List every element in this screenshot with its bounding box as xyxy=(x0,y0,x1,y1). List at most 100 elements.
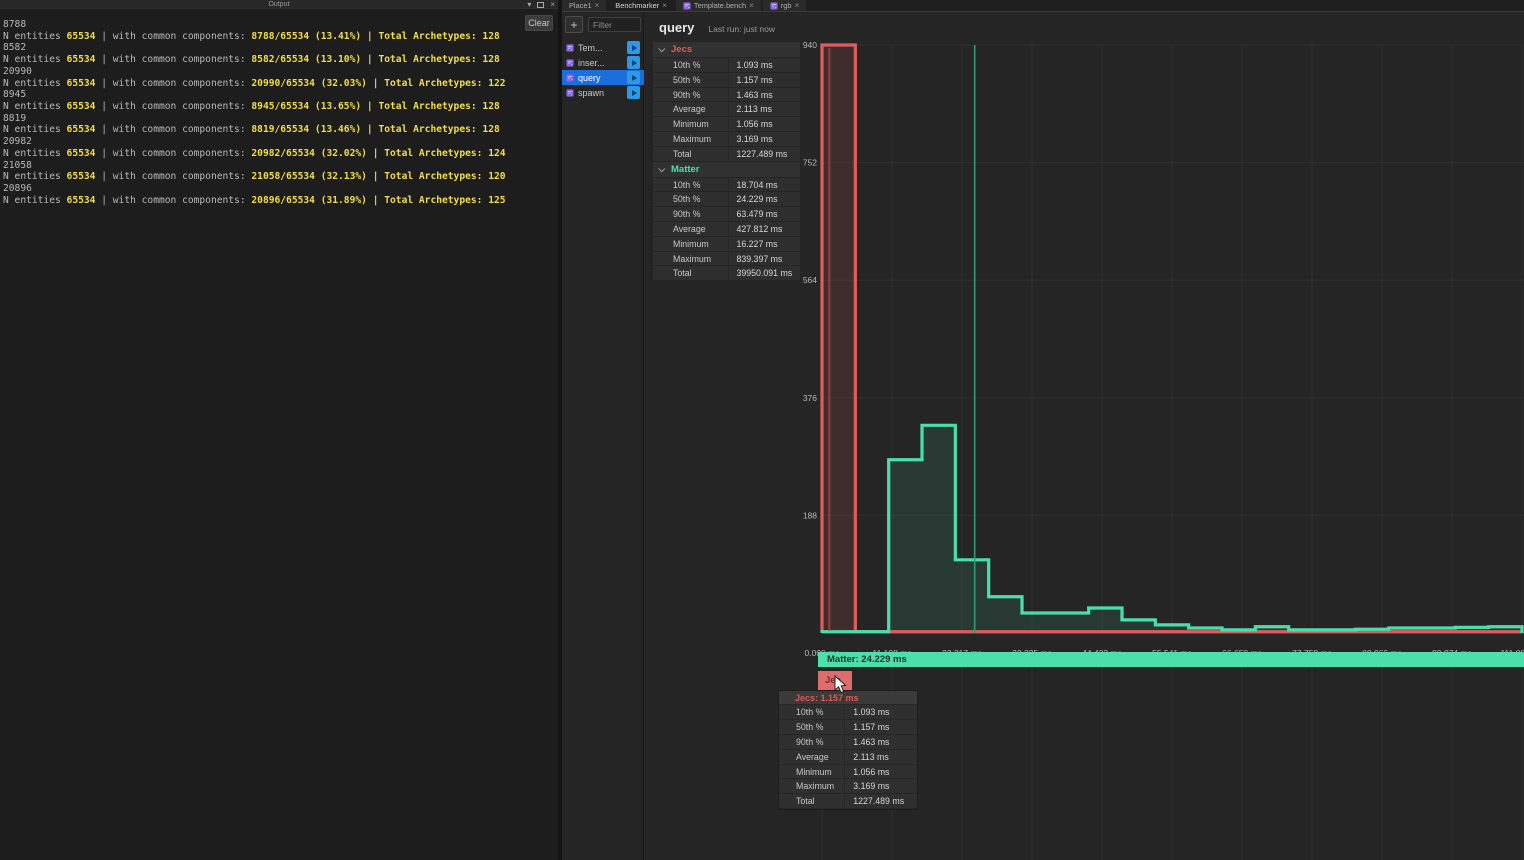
tab-label: Place1 xyxy=(569,1,592,10)
stats-row-value: 1.157 ms xyxy=(736,74,773,85)
output-console[interactable]: 8788 N entities 65534 | with common compo… xyxy=(0,9,558,207)
chevron-down-icon[interactable]: ▾ xyxy=(527,0,532,9)
log-text-segment: 20982/65534 (32.02%) xyxy=(251,147,367,159)
stats-row-label: 50th % xyxy=(653,192,730,207)
tooltip-row-value: 1.157 ms xyxy=(853,721,890,732)
log-text-segment: N entities xyxy=(3,101,67,113)
run-benchmark-button[interactable] xyxy=(627,71,640,84)
stats-section-header-matter[interactable]: Matter xyxy=(653,161,800,178)
log-text-segment: | with common components: xyxy=(95,147,252,159)
log-text-segment: | xyxy=(366,194,385,206)
benchmark-main: 0.000 ms11.108 ms22.217 ms33.325 ms44.43… xyxy=(644,12,1524,860)
stats-section-name: Jecs xyxy=(671,44,693,55)
stats-row-value: 839.397 ms xyxy=(736,253,783,264)
log-text-segment: Total Archetypes: 128 xyxy=(378,101,500,113)
stats-row-value: 1.093 ms xyxy=(736,60,773,70)
sidebar-item-inser[interactable]: inser... xyxy=(562,55,644,70)
stats-table: Jecs 10th % 1.093 ms 50th % 1.157 ms 90th % 1.… xyxy=(653,42,800,282)
stats-row: 10th % 1.093 ms xyxy=(653,58,800,73)
y-tick-label: 564 xyxy=(803,275,817,285)
log-text-segment: | with common components: xyxy=(95,77,252,89)
log-text-segment: Total Archetypes: 124 xyxy=(384,147,506,159)
tab-place1[interactable]: Place1 × xyxy=(562,0,607,11)
log-text-segment: | with common components: xyxy=(95,171,252,183)
tab-rgb[interactable]: rgb × xyxy=(762,0,807,11)
filter-input[interactable] xyxy=(588,17,641,32)
close-icon[interactable]: × xyxy=(550,0,555,9)
log-text-segment: 8819/65534 (13.46%) xyxy=(251,124,362,136)
stats-row-label: Total xyxy=(653,266,730,281)
stats-row-value: 1227.489 ms xyxy=(736,148,788,159)
sidebar-item-spawn[interactable]: spawn xyxy=(562,85,644,100)
benchmark-sidebar: + Tem... inser... query spawn xyxy=(562,12,644,860)
run-benchmark-button[interactable] xyxy=(627,41,640,54)
document-tabstrip: Place1 × Benchmarker × Template.bench × rgb × xyxy=(562,0,1524,12)
benchmark-list: Tem... inser... query spawn xyxy=(562,40,644,100)
benchmark-histogram-chart[interactable]: 0.000 ms11.108 ms22.217 ms33.325 ms44.43… xyxy=(644,12,1524,860)
stats-row-value: 2.113 ms xyxy=(736,104,772,115)
stats-row-value: 63.479 ms xyxy=(736,209,778,220)
stats-row-value: 3.169 ms xyxy=(736,133,773,144)
tab-close-icon[interactable]: × xyxy=(594,1,600,10)
script-icon xyxy=(566,73,574,82)
tab-template-bench[interactable]: Template.bench × xyxy=(675,0,761,11)
stats-row-label: 10th % xyxy=(653,58,730,72)
add-benchmark-button[interactable]: + xyxy=(565,16,583,33)
y-tick-label: 376 xyxy=(803,393,817,403)
sidebar-item-label: query xyxy=(578,72,601,83)
clear-button[interactable]: Clear xyxy=(525,15,553,31)
stats-row-label: 90th % xyxy=(653,207,730,221)
tab-close-icon[interactable]: × xyxy=(662,1,667,10)
tab-close-icon[interactable]: × xyxy=(749,1,754,10)
stats-row: Average 2.113 ms xyxy=(653,102,800,118)
stats-row-value: 1.056 ms xyxy=(736,119,773,130)
log-text-segment: | with common components: xyxy=(95,194,252,206)
run-benchmark-button[interactable] xyxy=(627,86,640,99)
tab-benchmarker[interactable]: Benchmarker × xyxy=(608,0,674,11)
stats-row: 10th % 18.704 ms xyxy=(653,177,800,193)
stats-row-label: Minimum xyxy=(653,236,730,251)
output-titlebar[interactable]: Output ▾ × xyxy=(0,0,558,9)
stats-section-header-jecs[interactable]: Jecs xyxy=(653,42,800,58)
benchmark-title-row: query Last run: just now xyxy=(659,20,775,35)
log-detail-line: N entities 65534 | with common component… xyxy=(3,148,555,160)
log-count-line: 8788 xyxy=(3,19,27,30)
tab-close-icon[interactable]: × xyxy=(794,1,800,10)
output-panel-title: Output xyxy=(268,1,290,8)
log-count-line: 20990 xyxy=(3,65,32,77)
log-text-segment: N entities xyxy=(3,171,67,183)
y-tick-label: 188 xyxy=(803,510,817,520)
log-text-segment: N entities xyxy=(3,77,67,89)
log-count-line: 20982 xyxy=(3,136,32,148)
stats-row-value: 18.704 ms xyxy=(736,179,778,190)
run-benchmark-button[interactable] xyxy=(627,56,640,69)
tooltip-row-value: 1.463 ms xyxy=(853,736,890,747)
y-tick-label: 752 xyxy=(803,158,817,168)
stats-row-label: Average xyxy=(653,221,730,236)
log-text-segment: | xyxy=(361,30,379,42)
log-text-segment: Total Archetypes: 122 xyxy=(384,77,506,89)
tooltip-row: Minimum 1.056 ms xyxy=(779,764,917,780)
sidebar-item-query[interactable]: query xyxy=(562,70,644,85)
tooltip-row-label: Total xyxy=(779,794,846,809)
log-text-segment: 65534 xyxy=(66,171,96,183)
output-window-controls: ▾ × xyxy=(527,0,555,9)
log-text-segment: | with common components: xyxy=(95,124,252,136)
log-text-segment: N entities xyxy=(3,54,67,66)
log-text-segment: 65534 xyxy=(66,101,96,113)
tooltip-row: Maximum 3.169 ms xyxy=(779,779,917,795)
float-window-icon[interactable] xyxy=(537,1,545,8)
log-text-segment: Total Archetypes: 128 xyxy=(378,124,500,136)
sidebar-item-Tem[interactable]: Tem... xyxy=(562,40,644,55)
y-tick-label: 940 xyxy=(803,40,817,50)
log-text-segment: | with common components: xyxy=(95,101,252,113)
log-text-segment: Total Archetypes: 128 xyxy=(378,30,500,42)
log-text-segment: | xyxy=(366,77,385,89)
log-text-segment: 65534 xyxy=(66,194,96,206)
log-text-segment: 8582/65534 (13.10%) xyxy=(251,54,362,66)
stats-row: Maximum 3.169 ms xyxy=(653,131,800,147)
tooltip-row-label: 50th % xyxy=(779,719,846,734)
log-detail-line: N entities 65534 | with common component… xyxy=(3,124,555,136)
tooltip-row-label: 90th % xyxy=(779,734,846,749)
